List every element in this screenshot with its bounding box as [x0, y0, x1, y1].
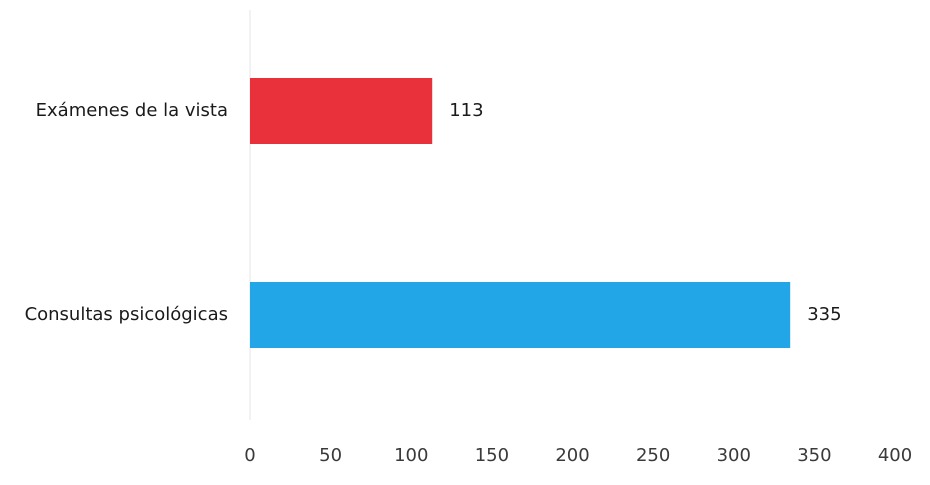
category-labels-layer: Exámenes de la vista Consultas psicológic… — [25, 100, 228, 325]
x-tick-label: 0 — [244, 445, 255, 466]
data-label-2: 335 — [807, 304, 841, 325]
category-label-2: Consultas psicológicas — [25, 304, 228, 325]
bar-2 — [250, 282, 791, 348]
x-axis-tick-labels: 0 50 100 150 200 250 300 350 400 — [244, 445, 912, 466]
x-tick-label: 400 — [878, 445, 912, 466]
x-tick-label: 250 — [636, 445, 670, 466]
x-tick-label: 350 — [797, 445, 831, 466]
bars-layer — [250, 78, 791, 348]
data-label-1: 113 — [449, 100, 483, 121]
x-tick-label: 150 — [475, 445, 509, 466]
value-labels-layer: 113 335 — [449, 100, 841, 325]
x-tick-label: 50 — [319, 445, 342, 466]
x-tick-label: 300 — [717, 445, 751, 466]
x-tick-label: 200 — [555, 445, 589, 466]
category-label-1: Exámenes de la vista — [36, 100, 228, 121]
bar-1 — [250, 78, 433, 144]
x-tick-label: 100 — [394, 445, 428, 466]
